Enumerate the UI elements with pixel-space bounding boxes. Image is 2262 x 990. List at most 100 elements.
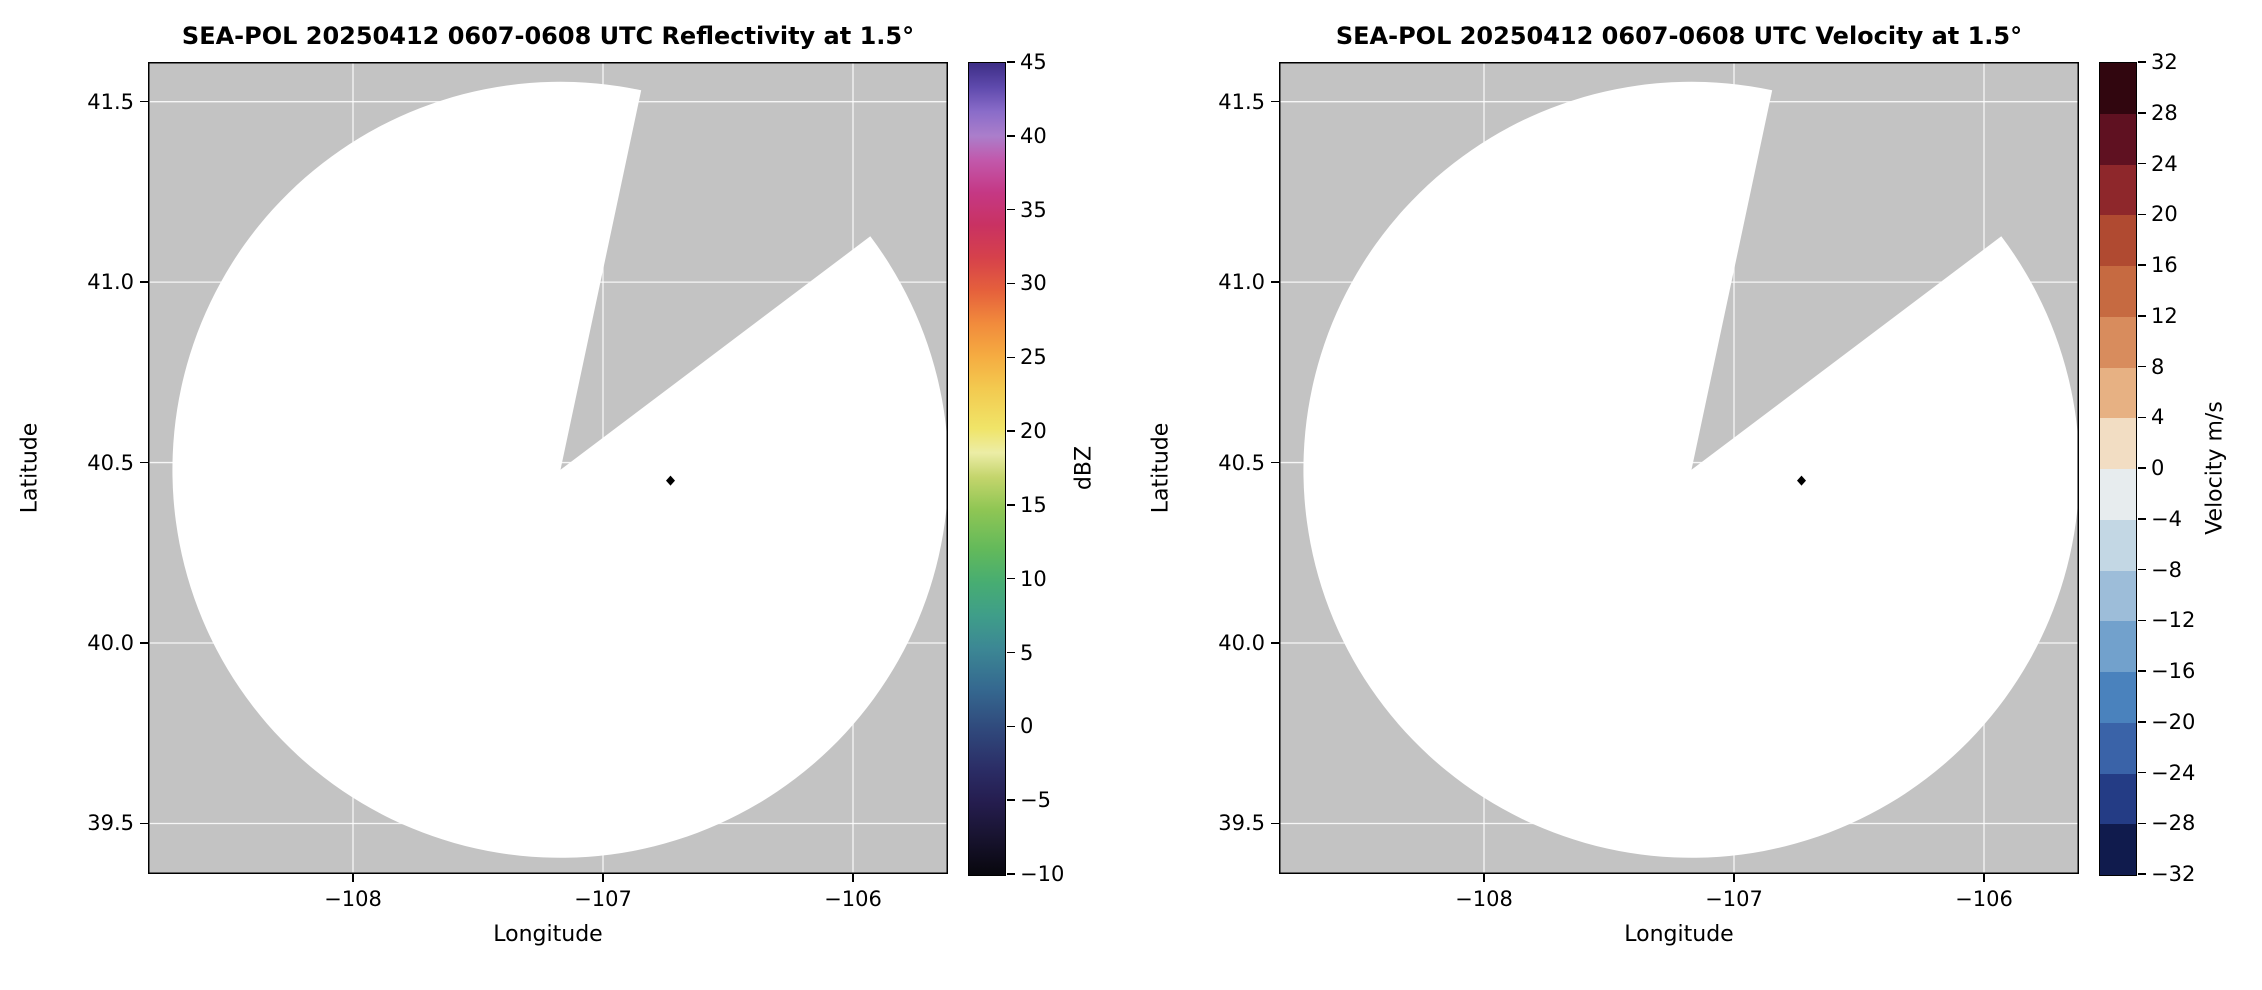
colorbar-tick-label: −20 [2151,709,2196,734]
x-tick-mark [1483,874,1485,882]
colorbar-tick-mark [2138,670,2146,672]
colorbar-tick-mark [2138,822,2146,824]
colorbar-tick-label: −10 [1020,862,1065,886]
x-tick-mark [1733,874,1735,882]
y-tick-label: 39.5 [87,811,134,836]
x-axis-label: Longitude [1624,922,1734,947]
colorbar-tick-mark [2138,619,2146,621]
colorbar-tick-label: 40 [1020,123,1047,148]
y-tick-mark [1271,100,1279,103]
velocity-panel: SEA-POL 20250412 0607-0608 UTC Velocity … [1131,0,2262,990]
colorbar-segment [2100,164,2136,216]
x-tick-label: −107 [1705,887,1763,911]
colorbar-tick-mark [2138,467,2146,469]
colorbar-segment [2100,316,2136,368]
colorbar-tick-mark [1007,799,1015,801]
colorbar-tick-label: −28 [2151,811,2196,836]
colorbar-tick-label: 0 [1020,714,1034,739]
axes-spine [148,62,948,874]
colorbar-tick-label: 16 [2151,253,2178,277]
y-tick-mark [1271,281,1279,283]
colorbar-tick-mark [1007,208,1015,211]
colorbar-tick-mark [2138,771,2146,774]
colorbar-segment [2100,672,2136,723]
x-axis-label: Longitude [493,922,603,947]
colorbar-tick-mark [1007,577,1015,580]
colorbar-tick-label: 15 [1020,492,1047,517]
diamond-marker [1797,475,1806,486]
colorbar-tick-mark [2138,112,2146,114]
colorbar-tick-label: 10 [1020,566,1047,591]
radar-coverage-area [1303,81,2079,858]
colorbar-tick-label: −5 [1020,788,1051,813]
colorbar-tick-mark [1007,61,1015,63]
colorbar-tick-mark [2138,162,2146,165]
colorbar-tick-mark [2138,568,2146,571]
colorbar-tick-label: 28 [2151,100,2178,125]
colorbar-tick-label: 20 [1020,419,1047,444]
colorbar-segment [2100,469,2136,520]
colorbar-tick-mark [2138,61,2146,63]
x-tick-label: −107 [574,887,632,911]
colorbar-tick-mark [1007,651,1015,654]
y-tick-mark [1271,822,1279,825]
colorbar-tick-label: 30 [1020,271,1047,296]
y-tick-label: 41.0 [87,270,134,295]
colorbar-tick-label: 32 [2151,50,2178,74]
colorbar-tick-mark [2138,315,2146,317]
colorbar-tick-mark [2138,518,2146,520]
colorbar-tick-label: 12 [2151,303,2178,328]
colorbar-tick-mark [2138,721,2146,723]
y-tick-label: 41.0 [1218,270,1265,295]
y-tick-label: 40.5 [87,450,134,475]
colorbar-tick-label: 35 [1020,197,1047,222]
colorbar-tick-mark [2138,416,2146,418]
y-tick-mark [140,281,148,283]
y-tick-mark [140,100,148,103]
y-tick-label: 40.0 [87,631,134,656]
colorbar-tick-mark [2138,264,2146,266]
colorbar-tick-label: −16 [2151,659,2196,683]
colorbar-tick-label: 25 [1020,345,1047,370]
colorbar-tick-label: 45 [1020,50,1047,74]
colorbar-tick-label: 0 [2151,456,2165,480]
colorbar-segment [2100,215,2136,266]
colorbar-tick-mark [2138,213,2146,215]
plot-title: SEA-POL 20250412 0607-0608 UTC Velocity … [1335,22,2023,50]
plot-title: SEA-POL 20250412 0607-0608 UTC Reflectiv… [181,22,915,50]
y-tick-mark [1271,642,1279,644]
diamond-marker [666,475,675,486]
colorbar-tick-mark [1007,356,1015,359]
colorbar-tick-mark [1007,725,1015,728]
colorbar [968,62,1006,876]
x-tick-mark [1983,874,1985,882]
axes-spine [1279,62,2079,874]
colorbar-segment [2100,722,2136,774]
colorbar-segment [2100,418,2136,469]
y-tick-mark [140,461,148,464]
colorbar-tick-mark [1007,873,1015,875]
colorbar-tick-label: −8 [2151,557,2182,582]
colorbar-segment [2100,621,2136,672]
radar-ppi-plot [148,62,948,874]
colorbar-segment [2100,266,2136,317]
colorbar-tick-label: −4 [2151,506,2182,531]
colorbar-tick-mark [1007,135,1015,137]
x-tick-label: −106 [1955,887,2013,911]
colorbar-tick-label: 24 [2151,151,2178,176]
colorbar-segment [2100,773,2136,825]
y-tick-mark [140,822,148,825]
colorbar-segment [2100,824,2136,875]
colorbar-segment [2100,367,2136,419]
y-tick-mark [1271,461,1279,464]
y-tick-label: 41.5 [1218,89,1265,114]
colorbar-tick-mark [1007,430,1015,432]
colorbar-segment [2100,519,2136,571]
x-tick-mark [352,874,354,882]
reflectivity-panel: SEA-POL 20250412 0607-0608 UTC Reflectiv… [18,22,1097,947]
colorbar-tick-label: 8 [2151,354,2165,379]
colorbar-tick-mark [1007,504,1015,506]
colorbar-label: dBZ [1071,445,1097,491]
colorbar-tick-mark [1007,282,1015,285]
